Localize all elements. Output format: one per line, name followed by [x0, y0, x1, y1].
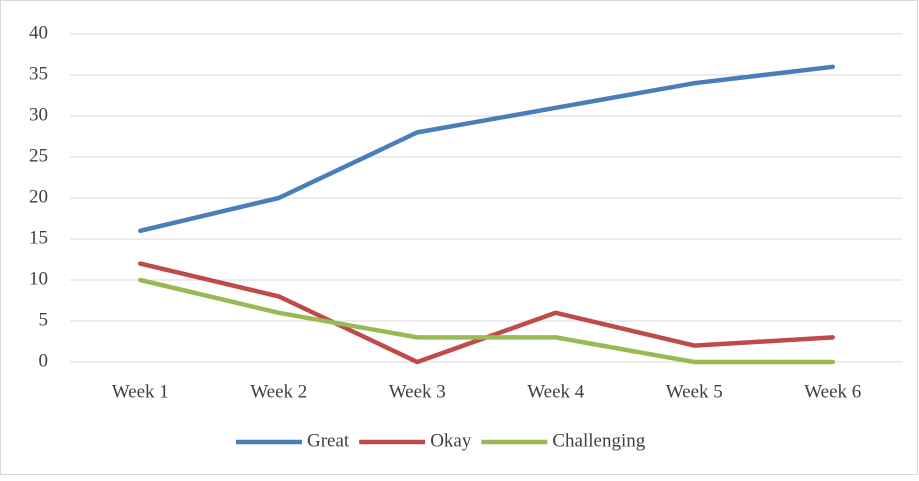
legend-label: Challenging	[552, 430, 645, 451]
y-tick-label: 25	[29, 145, 48, 166]
y-tick-label: 5	[39, 309, 49, 330]
series-line	[138, 277, 835, 365]
y-tick-label: 35	[29, 63, 48, 84]
y-tick-label: 30	[29, 104, 48, 125]
y-tick-label: 20	[29, 186, 48, 207]
y-tick-label: 40	[29, 22, 48, 43]
x-tick-label: Week 5	[666, 381, 723, 402]
y-tick-label: 0	[39, 350, 49, 371]
series-line	[138, 64, 835, 234]
y-tick-label: 15	[29, 227, 48, 248]
legend-label: Great	[307, 430, 350, 451]
legend: Great Okay Challenging	[236, 430, 646, 451]
x-tick-label: Week 1	[112, 381, 169, 402]
x-tick-label: Week 3	[389, 381, 446, 402]
y-tick-label: 10	[29, 268, 48, 289]
x-tick-label: Week 4	[527, 381, 585, 402]
legend-label: Okay	[430, 430, 472, 451]
x-tick-label: Week 2	[250, 381, 307, 402]
x-tick-label: Week 6	[804, 381, 861, 402]
